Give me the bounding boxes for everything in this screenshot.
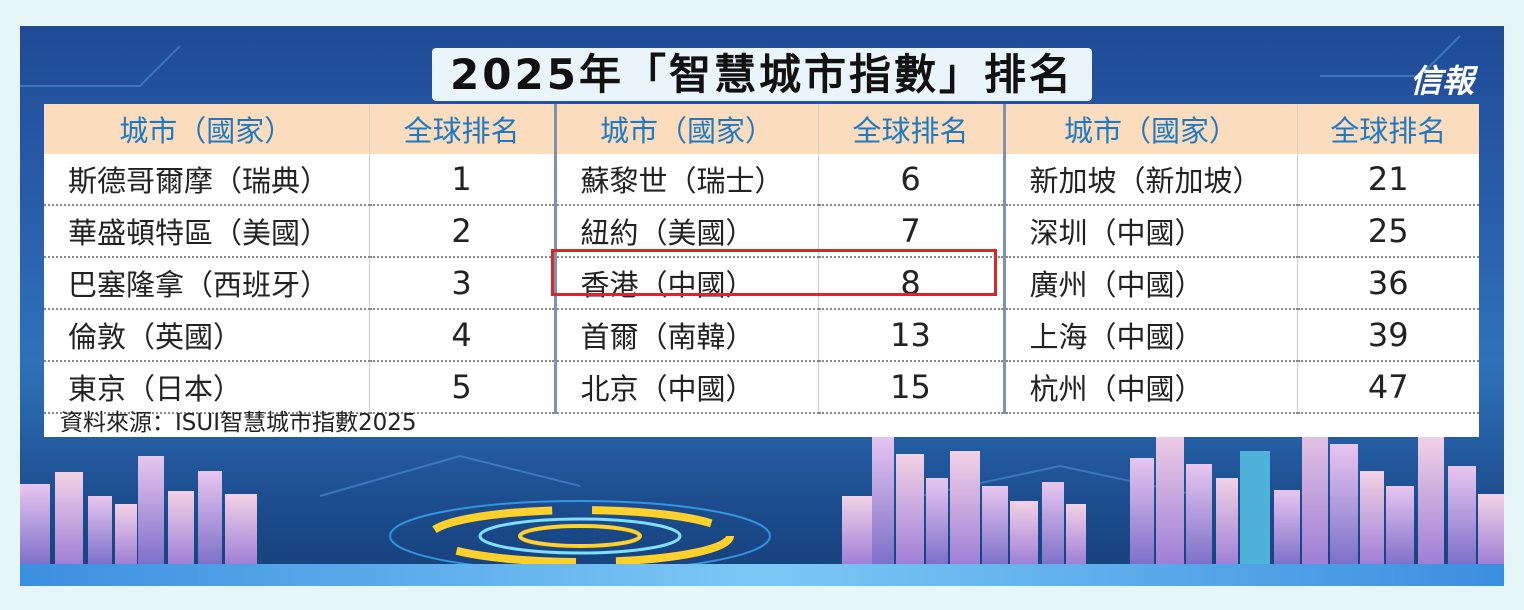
table-row: 斯德哥爾摩（瑞典） 1 蘇黎世（瑞士） 6 新加坡（新加坡） 21 bbox=[44, 154, 1479, 206]
header-city-1: 城市（國家） bbox=[44, 104, 370, 154]
table-row: 倫敦（英國） 4 首爾（南韓） 13 上海（中國） 39 bbox=[44, 309, 1479, 362]
city-cell: 紐約（美國） bbox=[555, 205, 819, 258]
rank-cell: 4 bbox=[369, 309, 557, 362]
city-skyline-illustration bbox=[20, 35, 1504, 572]
city-cell: 廣州（中國） bbox=[1004, 257, 1298, 310]
rank-cell: 6 bbox=[818, 154, 1006, 206]
city-cell: 北京（中國） bbox=[555, 361, 819, 414]
header-rank-1: 全球排名 bbox=[369, 104, 557, 154]
header-city-3: 城市（國家） bbox=[1004, 104, 1298, 154]
ranking-table-panel: 城市（國家） 全球排名 城市（國家） 全球排名 城市（國家） 全球排名 斯德哥爾… bbox=[44, 104, 1479, 437]
rank-cell: 25 bbox=[1297, 205, 1479, 258]
rank-cell: 7 bbox=[818, 205, 1006, 258]
city-cell: 華盛頓特區（美國） bbox=[44, 205, 370, 258]
publisher-logo: 信報 bbox=[1409, 62, 1474, 100]
city-cell: 斯德哥爾摩（瑞典） bbox=[44, 154, 370, 206]
rank-cell: 21 bbox=[1297, 154, 1479, 206]
table-row: 東京（日本） 5 北京（中國） 15 杭州（中國） 47 bbox=[44, 361, 1479, 414]
table-header-row: 城市（國家） 全球排名 城市（國家） 全球排名 城市（國家） 全球排名 bbox=[44, 104, 1479, 154]
city-cell-highlighted: 香港（中國） bbox=[555, 257, 819, 310]
table-row: 巴塞隆拿（西班牙） 3 香港（中國） 8 廣州（中國） 36 bbox=[44, 257, 1479, 310]
city-cell: 杭州（中國） bbox=[1004, 361, 1298, 414]
header-rank-2: 全球排名 bbox=[818, 104, 1006, 154]
chart-title: 2025年「智慧城市指數」排名 bbox=[20, 48, 1504, 101]
city-cell: 新加坡（新加坡） bbox=[1004, 154, 1298, 206]
city-cell: 首爾（南韓） bbox=[555, 309, 819, 362]
rank-cell: 47 bbox=[1297, 361, 1479, 414]
city-cell: 深圳（中國） bbox=[1004, 205, 1298, 258]
rank-cell: 13 bbox=[818, 309, 1006, 362]
city-cell: 巴塞隆拿（西班牙） bbox=[44, 257, 370, 310]
ground-strip bbox=[20, 564, 1504, 586]
rank-cell: 36 bbox=[1297, 257, 1479, 310]
header-rank-3: 全球排名 bbox=[1297, 104, 1479, 154]
city-cell: 上海（中國） bbox=[1004, 309, 1298, 362]
rank-cell: 39 bbox=[1297, 309, 1479, 362]
city-cell: 東京（日本） bbox=[44, 361, 370, 414]
source-note: 資料來源：ISUI智慧城市指數2025 bbox=[60, 410, 417, 436]
infographic-frame: 2025年「智慧城市指數」排名 信報 城市（國家） 全球排名 城市（國家） 全球… bbox=[20, 26, 1504, 586]
header-city-2: 城市（國家） bbox=[555, 104, 819, 154]
table-row: 華盛頓特區（美國） 2 紐約（美國） 7 深圳（中國） 25 bbox=[44, 205, 1479, 258]
rank-cell: 2 bbox=[369, 205, 557, 258]
rank-cell: 1 bbox=[369, 154, 557, 206]
rank-cell: 15 bbox=[818, 361, 1006, 414]
rank-cell-highlighted: 8 bbox=[818, 257, 1006, 310]
rank-cell: 3 bbox=[369, 257, 557, 310]
city-cell: 蘇黎世（瑞士） bbox=[555, 154, 819, 206]
ranking-table: 城市（國家） 全球排名 城市（國家） 全球排名 城市（國家） 全球排名 斯德哥爾… bbox=[44, 104, 1479, 414]
city-cell: 倫敦（英國） bbox=[44, 309, 370, 362]
rank-cell: 5 bbox=[369, 361, 557, 414]
